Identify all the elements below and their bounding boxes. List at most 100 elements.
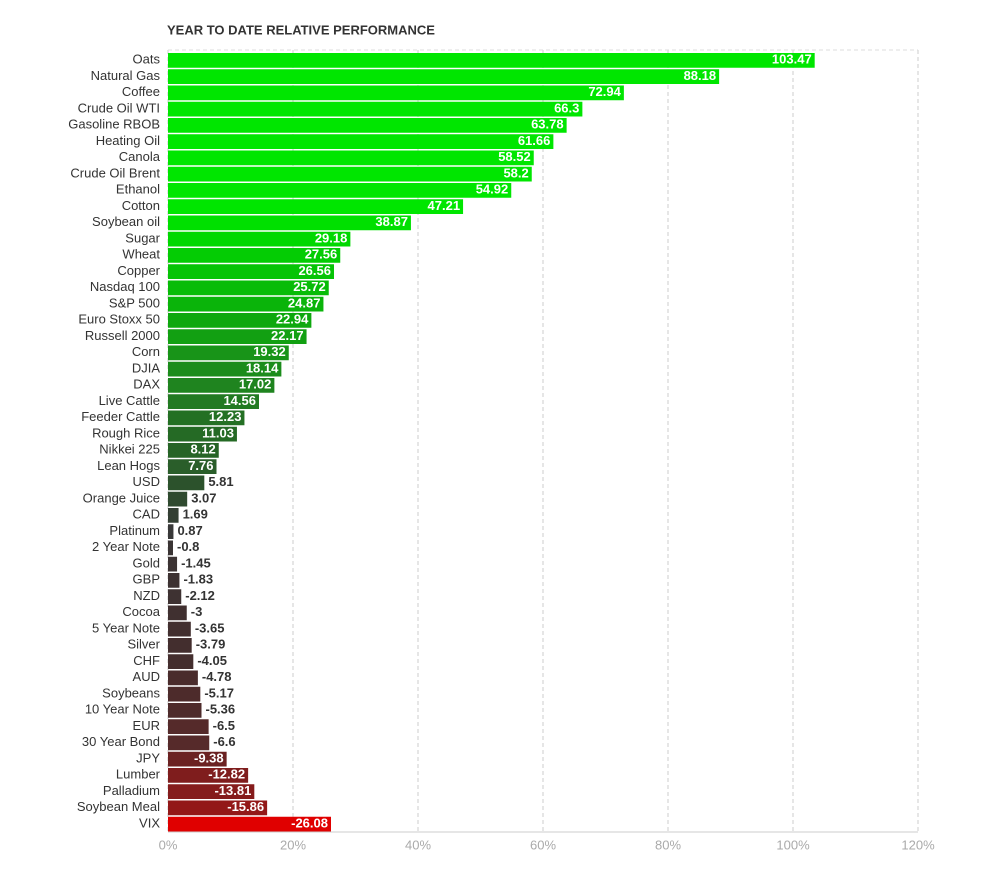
y-tick-label: Orange Juice [83, 490, 160, 505]
value-label: -0.8 [177, 539, 199, 554]
bar [168, 361, 282, 377]
value-label: 3.07 [191, 490, 216, 505]
value-label: 54.92 [476, 182, 509, 197]
value-label: 22.94 [276, 312, 309, 327]
bar [168, 491, 188, 507]
bar [168, 589, 182, 604]
bar [168, 686, 201, 702]
value-label: 19.32 [253, 344, 286, 359]
value-label: 26.56 [298, 263, 331, 278]
y-tick-label: Gasoline RBOB [68, 117, 160, 132]
bar [168, 166, 532, 182]
y-tick-label: Ethanol [116, 182, 160, 197]
value-label: -5.36 [206, 702, 236, 717]
bar [168, 556, 178, 572]
bar [168, 719, 209, 734]
value-label: -6.5 [213, 718, 235, 733]
y-tick-label: 2 Year Note [92, 539, 160, 554]
value-label: 63.78 [531, 117, 564, 132]
y-tick-label: DAX [133, 377, 160, 392]
y-tick-label: Crude Oil WTI [78, 100, 160, 115]
y-tick-label: Soybean Meal [77, 799, 160, 814]
value-label: -1.83 [183, 572, 213, 587]
y-tick-label: Soybean oil [92, 214, 160, 229]
bar [168, 85, 624, 101]
bar [168, 134, 554, 149]
bar [168, 768, 249, 783]
bar [168, 654, 194, 669]
value-label: -1.45 [181, 555, 211, 570]
value-label: 25.72 [293, 279, 326, 294]
value-label: 38.87 [375, 214, 408, 229]
y-tick-label: S&P 500 [109, 295, 160, 310]
y-tick-label: CAD [133, 507, 160, 522]
value-label: 7.76 [188, 458, 213, 473]
value-label: -2.12 [185, 588, 215, 603]
bar [168, 101, 583, 117]
y-tick-label: Corn [132, 344, 160, 359]
bar [168, 703, 202, 718]
bar [168, 296, 324, 312]
y-tick-label: Coffee [122, 84, 160, 99]
y-tick-label: Copper [117, 263, 160, 278]
bar [168, 524, 174, 539]
value-label: -6.6 [213, 734, 235, 749]
y-tick-label: Rough Rice [92, 425, 160, 440]
y-tick-label: 30 Year Bond [82, 734, 160, 749]
bar [168, 248, 341, 263]
y-tick-label: 10 Year Note [85, 702, 160, 717]
x-tick-label: 100% [776, 837, 810, 852]
bar [168, 540, 173, 556]
bar [168, 264, 334, 279]
x-tick-label: 60% [530, 837, 556, 852]
value-label: -5.17 [204, 685, 234, 700]
y-tick-label: Wheat [122, 247, 160, 262]
y-tick-label: Natural Gas [91, 68, 161, 83]
value-label: 12.23 [209, 409, 242, 424]
y-tick-label: Soybeans [102, 685, 160, 700]
bar [168, 280, 329, 296]
bar [168, 638, 192, 653]
x-tick-label: 80% [655, 837, 681, 852]
y-tick-label: JPY [136, 750, 160, 765]
value-label: -15.86 [227, 799, 264, 814]
bar [168, 394, 259, 409]
y-tick-label: VIX [139, 815, 160, 830]
bar [168, 508, 179, 523]
chart-title: YEAR TO DATE RELATIVE PERFORMANCE [167, 22, 435, 37]
value-label: 66.3 [554, 100, 579, 115]
y-tick-label: Nikkei 225 [99, 442, 160, 457]
value-label: 47.21 [428, 198, 461, 213]
x-tick-label: 20% [280, 837, 306, 852]
y-tick-label: Feeder Cattle [81, 409, 160, 424]
value-label: -26.08 [291, 815, 328, 830]
y-tick-label: Silver [127, 637, 160, 652]
value-label: 22.17 [271, 328, 304, 343]
y-tick-label: GBP [133, 572, 160, 587]
y-tick-label: CHF [133, 653, 160, 668]
y-tick-label: DJIA [132, 360, 161, 375]
value-label: 1.69 [183, 507, 208, 522]
value-label: 29.18 [315, 230, 348, 245]
y-tick-label: Cotton [122, 198, 160, 213]
y-tick-label: EUR [133, 718, 160, 733]
y-tick-label: Euro Stoxx 50 [78, 312, 160, 327]
bar [168, 784, 255, 799]
x-tick-label: 40% [405, 837, 431, 852]
bar [168, 670, 198, 686]
y-tick-label: Palladium [103, 783, 160, 798]
bar [168, 329, 307, 344]
bar [168, 231, 351, 247]
y-tick-label: Canola [119, 149, 161, 164]
bar [168, 475, 205, 491]
value-label: -9.38 [194, 750, 224, 765]
bar [168, 183, 512, 198]
value-label: 18.14 [246, 360, 279, 375]
bar [168, 199, 464, 214]
y-tick-label: Crude Oil Brent [70, 165, 160, 180]
value-label: -13.81 [214, 783, 251, 798]
value-label: 58.52 [498, 149, 531, 164]
bar [168, 573, 180, 588]
